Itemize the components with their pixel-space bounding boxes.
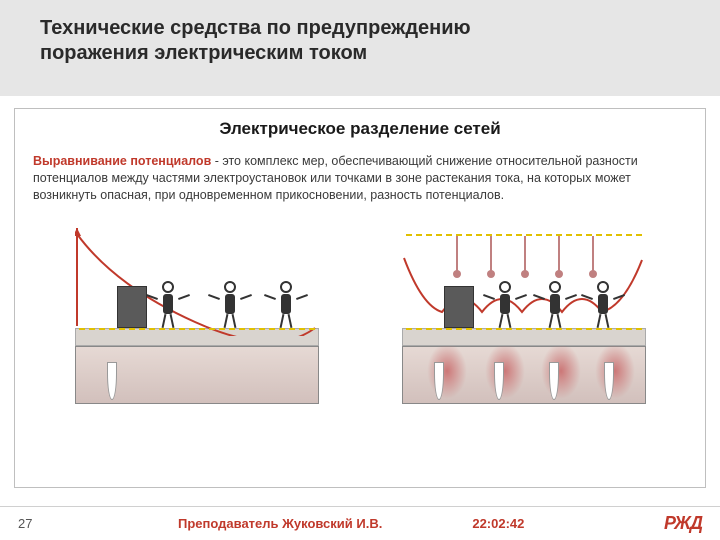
term: Выравнивание потенциалов <box>33 154 211 168</box>
footer-bar: 27 Преподаватель Жуковский И.В. 22:02:42… <box>0 506 720 540</box>
diagrams-row <box>33 218 687 408</box>
section-title: Электрическое разделение сетей <box>33 119 687 139</box>
content-frame: Электрическое разделение сетей Выравнива… <box>14 108 706 488</box>
timestamp: 22:02:42 <box>472 516 524 531</box>
person-figure <box>217 281 243 328</box>
person-figure <box>590 281 616 328</box>
definition-paragraph: Выравнивание потенциалов - это комплекс … <box>33 153 687 204</box>
diagram-left <box>67 218 327 408</box>
field-glow <box>541 343 581 399</box>
electrical-cabinet <box>117 286 147 328</box>
person-figure <box>155 281 181 328</box>
bonding-line <box>406 328 642 330</box>
ground-electrode <box>494 362 504 400</box>
page-number: 27 <box>18 516 58 531</box>
field-glow <box>485 343 525 399</box>
title-line-2: поражения электрическим током <box>40 42 367 64</box>
ground-electrode <box>604 362 614 400</box>
person-figure <box>273 281 299 328</box>
field-glow <box>595 343 635 399</box>
ground-electrode <box>549 362 559 400</box>
ground-electrode <box>107 362 117 400</box>
bonding-line <box>79 328 315 330</box>
person-figure <box>542 281 568 328</box>
header-band: Технические средства по предупреждению п… <box>0 0 720 96</box>
diagram-right <box>394 218 654 408</box>
electrical-cabinet <box>444 286 474 328</box>
person-figure <box>492 281 518 328</box>
title-line-1: Технические средства по предупреждению <box>40 17 471 39</box>
page-title: Технические средства по предупреждению п… <box>40 16 696 66</box>
instructor-name: Преподаватель Жуковский И.В. <box>178 516 382 531</box>
rzd-logo: РЖД <box>664 513 702 534</box>
field-glow <box>427 343 467 399</box>
ground-electrode <box>434 362 444 400</box>
